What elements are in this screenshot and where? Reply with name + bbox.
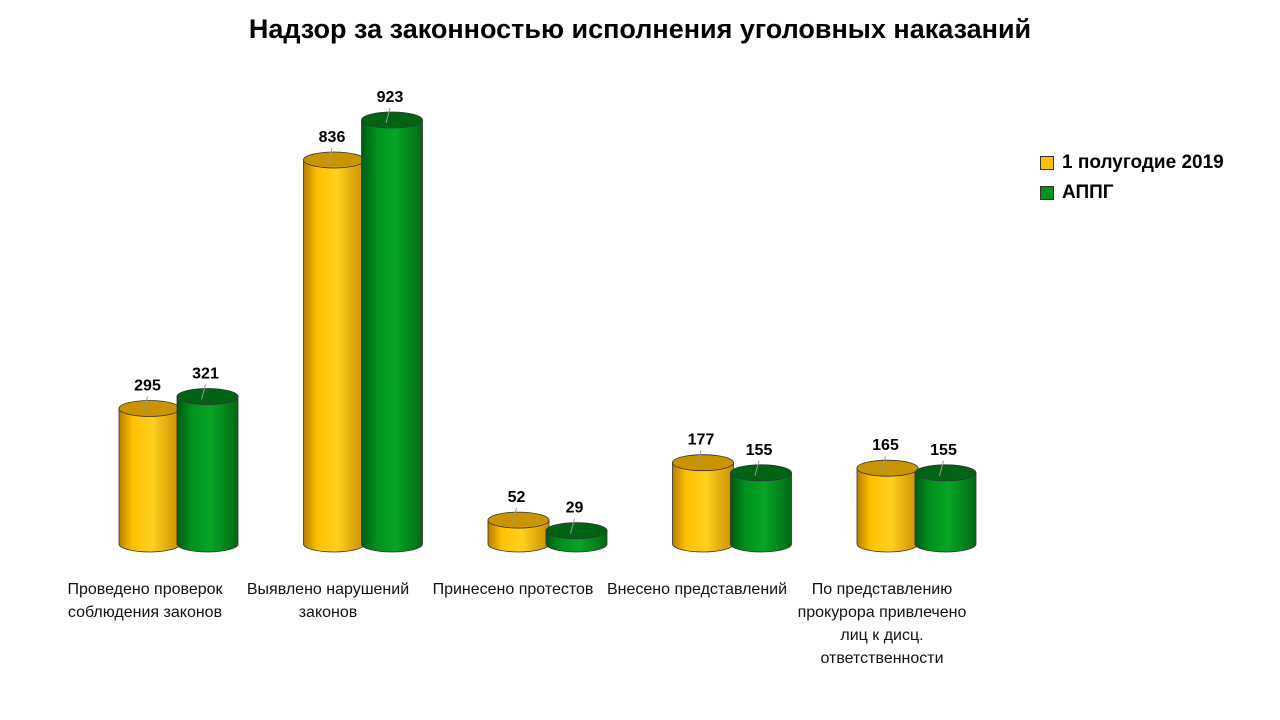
bar-top-3-1	[487, 511, 550, 529]
bar-5-2	[914, 464, 977, 553]
chart-title: Надзор за законностью исполнения уголовн…	[248, 14, 1032, 44]
leader-line-3-2	[570, 518, 575, 534]
bar-body-5-2	[914, 472, 977, 553]
leader-line-4-2	[754, 460, 760, 476]
bar-top-1-2	[176, 388, 239, 405]
bar-body-1-2	[176, 396, 239, 553]
value-label-3-2: 29	[566, 500, 584, 517]
leader-line-1-1	[143, 396, 148, 412]
bar-top-1-1	[118, 400, 181, 417]
legend-item-series-2: АППГ	[1040, 178, 1224, 208]
leader-line-3-1	[512, 507, 517, 524]
bar-body-1-1	[118, 408, 181, 553]
bar-top-2-1	[303, 151, 365, 169]
leader-line-4-1	[696, 450, 702, 466]
value-label-4-1: 177	[688, 432, 715, 449]
category-label-5: По представлению прокурора привлечено ли…	[797, 581, 967, 667]
legend-swatch-series-2	[1040, 186, 1054, 200]
leader-line-5-2	[939, 460, 944, 476]
leader-line-5-1	[881, 456, 886, 472]
value-label-5-1: 165	[872, 437, 899, 454]
chart-legend: 1 полугодие 2019 АППГ	[1040, 148, 1224, 208]
bar-body-4-1	[672, 462, 734, 553]
bar-top-2-2	[361, 111, 423, 129]
category-label-1: Проведено проверок соблюдения законов	[67, 581, 223, 621]
value-label-1-2: 321	[192, 366, 219, 383]
bar-top-3-2	[545, 522, 608, 540]
category-label-2: Выявлено нарушений законов	[246, 581, 410, 621]
value-label-3-1: 52	[508, 489, 526, 506]
legend-swatch-series-1	[1040, 156, 1054, 170]
bar-top-4-2	[730, 464, 792, 482]
value-label-4-2: 155	[746, 442, 773, 459]
category-label-4: Внесено представлений	[606, 581, 788, 598]
category-label-3: Принесено протестов	[432, 581, 594, 598]
leader-line-2-1	[327, 147, 333, 164]
bar-4-2	[730, 464, 792, 553]
bar-top-4-1	[672, 454, 734, 472]
bar-1-2	[176, 388, 239, 553]
legend-item-series-1: 1 полугодие 2019	[1040, 148, 1224, 178]
value-label-2-1: 836	[319, 129, 346, 146]
legend-label-series-1: 1 полугодие 2019	[1062, 152, 1224, 173]
bar-3-2	[545, 522, 608, 553]
bar-1-1	[118, 400, 181, 553]
bar-3-1	[487, 511, 550, 553]
leader-line-1-2	[201, 384, 206, 400]
bar-top-5-2	[914, 464, 977, 482]
leader-line-2-2	[385, 107, 391, 124]
value-label-5-2: 155	[930, 442, 957, 459]
value-label-2-2: 923	[377, 89, 404, 106]
bar-top-5-1	[856, 459, 919, 477]
legend-label-series-2: АППГ	[1062, 182, 1114, 203]
bar-2-2	[361, 111, 423, 553]
bar-2-1	[303, 151, 365, 553]
bar-4-1	[672, 454, 734, 553]
bar-5-1	[856, 459, 919, 553]
bar-body-2-1	[303, 159, 365, 553]
bar-body-4-2	[730, 472, 792, 553]
bar-body-5-1	[856, 467, 919, 553]
value-label-1-1: 295	[134, 377, 161, 394]
bar-body-2-2	[361, 119, 423, 553]
